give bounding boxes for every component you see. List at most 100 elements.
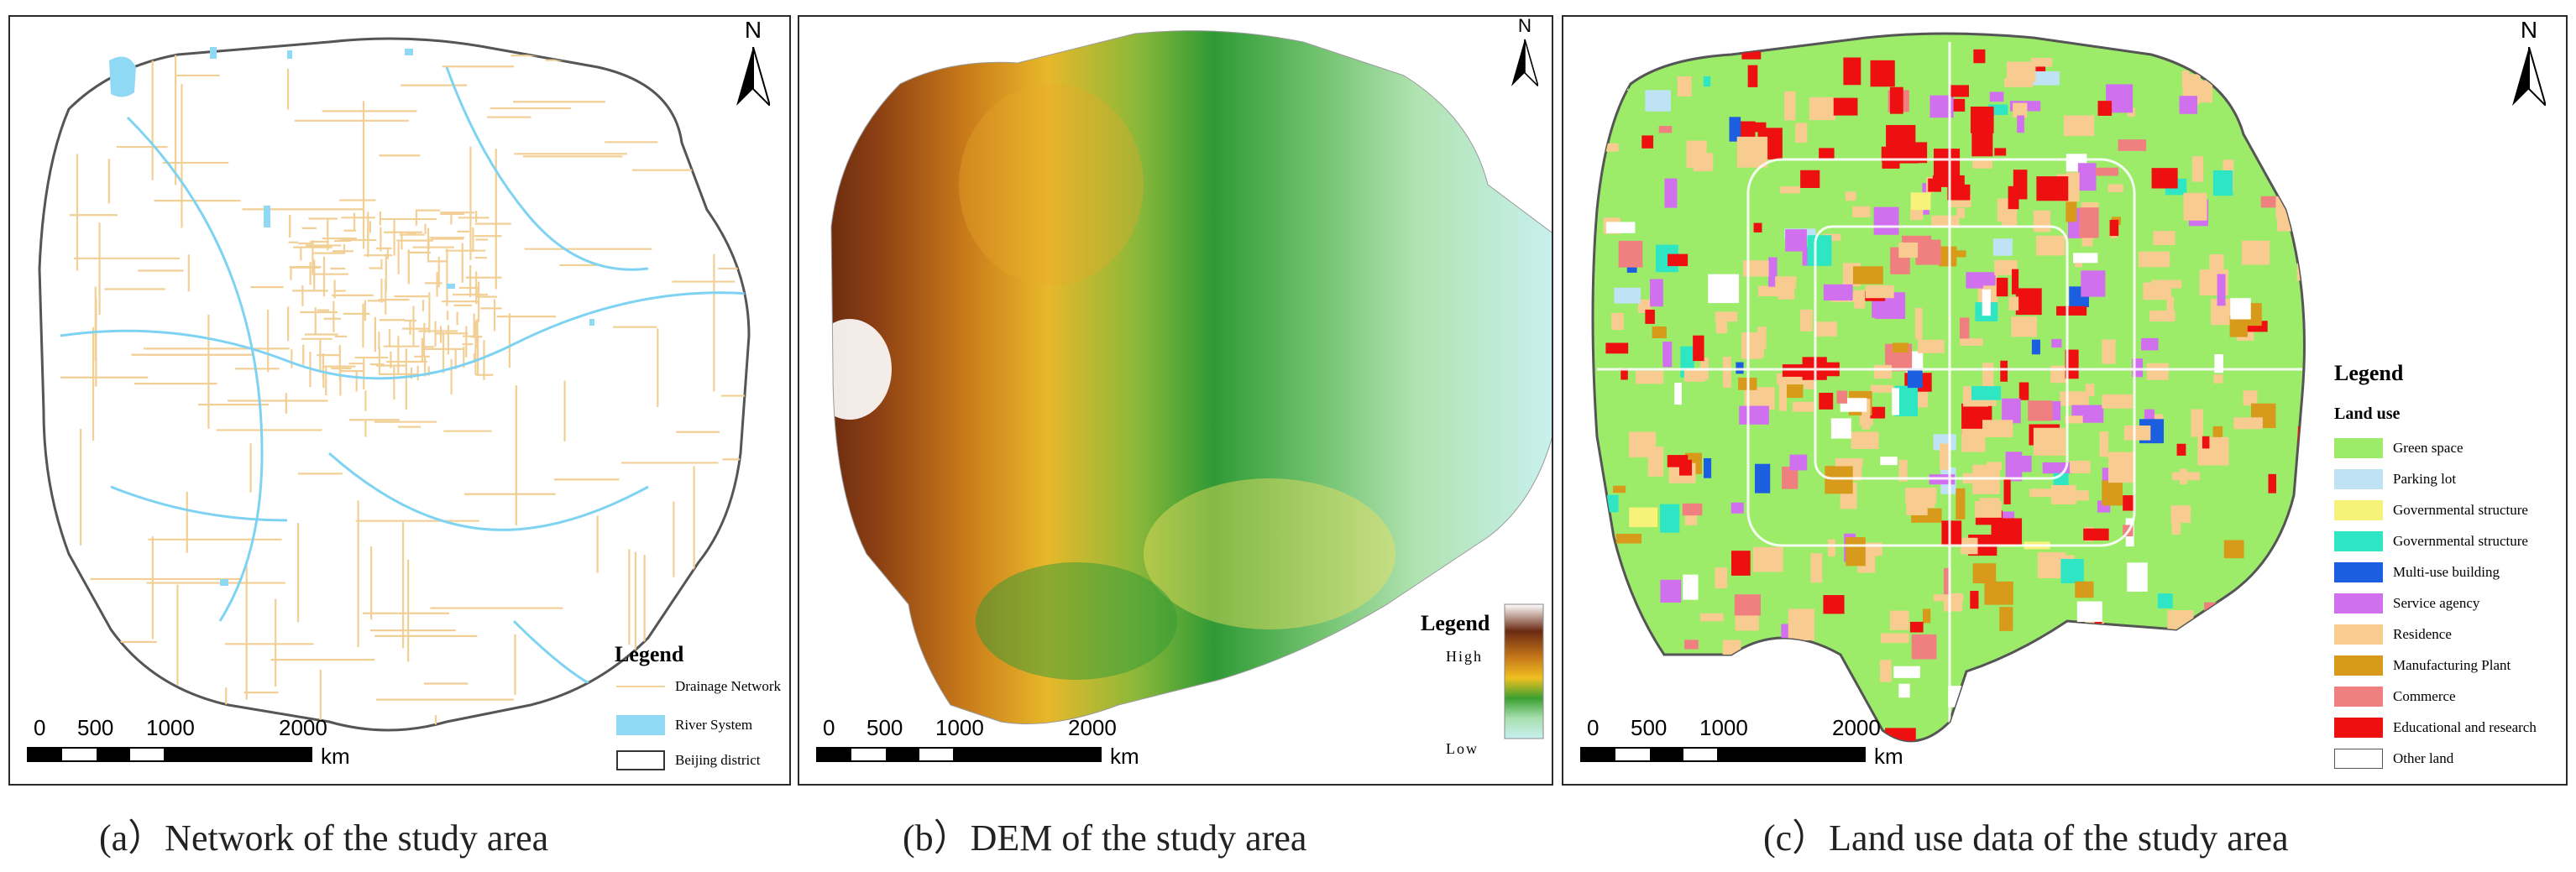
land-parcel (2060, 558, 2084, 584)
land-parcel (1996, 277, 2008, 297)
scale-bar-segments (27, 747, 312, 762)
land-parcel (1922, 608, 1931, 624)
land-parcel (2268, 473, 2276, 493)
land-parcel (2179, 96, 2198, 114)
land-parcel (1715, 314, 1728, 334)
land-parcel (2249, 688, 2276, 702)
land-parcel (1789, 697, 1804, 713)
land-parcel (2102, 394, 2133, 409)
land-parcel (1956, 207, 1966, 218)
land-parcel (1994, 259, 2018, 275)
land-parcel (2138, 251, 2170, 268)
land-parcel (2287, 164, 2301, 180)
land-parcel (2063, 702, 2076, 715)
land-parcel (2008, 185, 2019, 210)
land-parcel (1892, 342, 1909, 353)
land-parcel (2076, 601, 2102, 622)
land-parcel (2256, 42, 2280, 68)
land-parcel (2215, 700, 2231, 729)
legend-item-land-use: Governmental structure (2334, 531, 2528, 551)
land-parcel (1642, 673, 1675, 685)
land-parcel (1677, 76, 1692, 97)
land-parcel (1956, 488, 1966, 520)
land-parcel (1819, 392, 1834, 410)
legend-label: Residence (2393, 626, 2452, 642)
land-parcel (1823, 595, 1845, 614)
land-parcel (2070, 460, 2091, 473)
dem-map (830, 30, 1552, 739)
land-parcel (1907, 368, 1923, 389)
land-parcel (1865, 285, 1894, 299)
land-parcel (1971, 386, 2002, 400)
land-parcel (2243, 390, 2258, 406)
legend-item-land-use: Other land (2334, 749, 2453, 769)
scale-tick: 1000 (935, 715, 984, 740)
land-parcel (2033, 210, 2051, 232)
land-parcel (2149, 310, 2175, 322)
land-parcel (2012, 269, 2019, 295)
land-parcel (1991, 518, 2023, 546)
land-parcel (1605, 143, 1619, 152)
land-parcel (1752, 546, 1783, 572)
land-parcel (1982, 285, 2003, 293)
land-parcel (2202, 436, 2210, 449)
land-parcel (1833, 97, 1858, 116)
land-parcel (1602, 75, 1629, 91)
land-parcel (2036, 176, 2069, 201)
land-use-swatch (2334, 624, 2383, 645)
scale-bar-segments (1580, 747, 1866, 762)
land-parcel (1807, 235, 1832, 266)
land-parcel (2002, 398, 2021, 424)
land-parcel (1736, 362, 1744, 374)
legend-label: Manufacturing Plant (2393, 657, 2511, 673)
land-parcel (1809, 97, 1836, 121)
land-parcel (1898, 242, 1919, 258)
land-parcel (1959, 317, 1970, 339)
land-parcel (2191, 156, 2204, 182)
land-parcel (1997, 710, 2013, 739)
land-parcel (2141, 337, 2159, 351)
land-parcel (1889, 610, 1909, 630)
land-parcel (1775, 276, 1797, 289)
land-parcel (1792, 401, 1814, 412)
land-parcel (2191, 409, 2204, 437)
land-parcel (2279, 142, 2296, 161)
land-parcel (1941, 520, 1962, 546)
land-parcel (1852, 266, 1883, 285)
land-parcel (1611, 312, 1624, 331)
land-parcel (1729, 117, 1741, 142)
land-parcel (2272, 118, 2301, 144)
land-parcel (2126, 654, 2144, 661)
land-parcel (1939, 246, 1957, 267)
land-parcel (2032, 662, 2053, 683)
scale-tick: 0 (34, 715, 46, 740)
land-parcel (1782, 467, 1798, 489)
land-parcel (2056, 305, 2087, 316)
land-parcel (1628, 431, 1657, 457)
land-parcel (1605, 222, 1636, 233)
land-parcel (1629, 507, 1658, 528)
land-parcel (1994, 148, 2007, 156)
land-parcel (2036, 235, 2066, 256)
land-parcel (1757, 657, 1784, 686)
land-parcel (2017, 115, 2024, 133)
land-parcel (1952, 250, 1966, 258)
land-parcel (1618, 240, 1643, 268)
land-parcel (2102, 339, 2116, 364)
land-parcel (1984, 581, 2013, 605)
scale-tick: 2000 (1832, 715, 1881, 740)
land-parcel (2296, 686, 2305, 713)
land-parcel (1948, 686, 1967, 708)
scale-tick: 2000 (279, 715, 327, 740)
land-parcel (1910, 192, 1931, 211)
legend-label: Governmental structure (2393, 502, 2528, 518)
land-parcel (2254, 70, 2279, 81)
land-parcel (2210, 650, 2228, 672)
land-parcel (2204, 602, 2229, 634)
land-parcel (2198, 676, 2209, 683)
land-parcel (2213, 373, 2223, 384)
beijing-district-swatch (616, 750, 665, 770)
land-parcel (1982, 420, 2013, 437)
land-parcel (2116, 666, 2133, 691)
north-arrow: N (728, 17, 778, 109)
